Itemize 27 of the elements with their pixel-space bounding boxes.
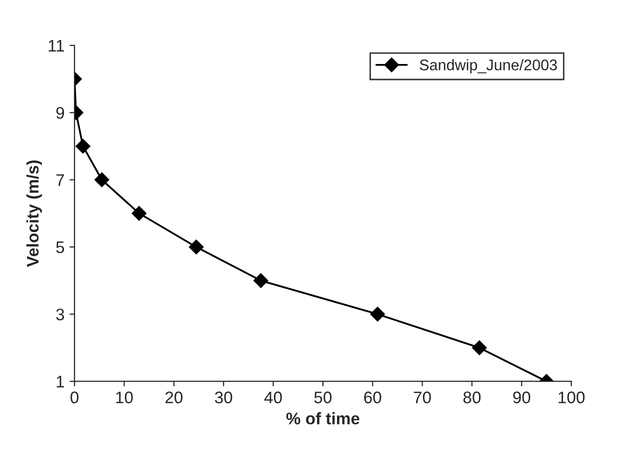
y-axis-title: Velocity (m/s) [26,160,42,267]
point [94,172,110,188]
y-tick-label: 5 [56,242,64,254]
x-axis-title: % of time [286,412,360,424]
y-tick-label: 9 [56,106,64,119]
point [370,306,385,322]
point [253,273,268,288]
point [132,206,146,221]
x-tick-label: 90 [513,392,530,404]
x-tick-label: 70 [414,392,431,404]
point [76,138,90,154]
x-tick-label: 100 [558,392,585,404]
x-tick-label: 80 [463,392,481,404]
point [472,340,487,356]
x-tick-label: 30 [214,392,232,404]
x-tick-label: 50 [314,392,332,404]
x-tick-label: 10 [116,392,133,404]
x-tick-label: 60 [364,392,382,404]
point [188,240,204,254]
y-tick-label: 3 [56,308,64,320]
x-tick-label: 0 [70,392,79,404]
y-tick-label: 11 [48,40,64,52]
legend-label: Sandwip_June/2003 [420,59,557,74]
y-tick-label: 7 [56,174,64,186]
y-tick-label: 1 [56,376,64,388]
x-tick-label: 20 [165,392,182,404]
x-tick-label: 40 [264,392,282,404]
